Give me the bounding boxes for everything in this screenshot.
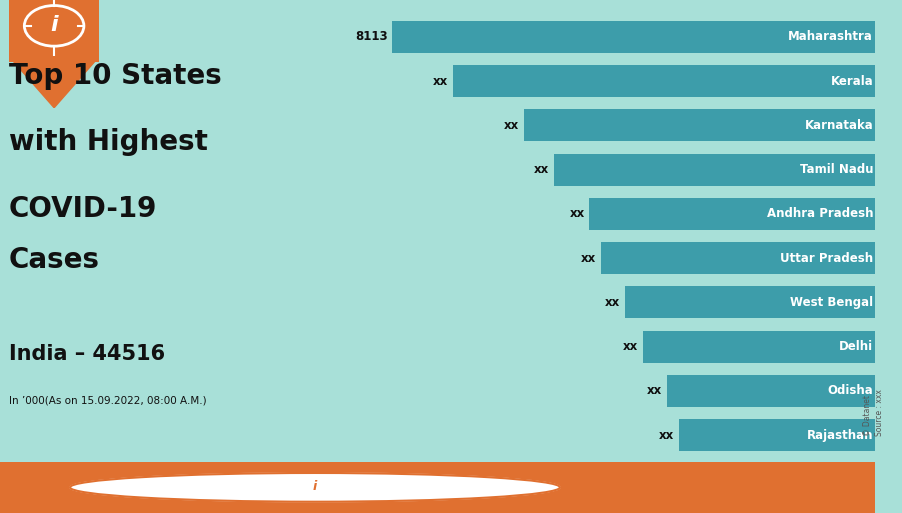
Text: xx: xx: [658, 429, 674, 442]
FancyBboxPatch shape: [9, 0, 99, 62]
Polygon shape: [9, 56, 99, 108]
Text: In ’000(As on 15.09.2022, 08:00 A.M.): In ’000(As on 15.09.2022, 08:00 A.M.): [9, 395, 207, 405]
Text: India – 44516: India – 44516: [9, 344, 165, 364]
Text: Uttar Pradesh: Uttar Pradesh: [780, 251, 873, 265]
Text: xx: xx: [534, 163, 549, 176]
Text: Tamil Nadu: Tamil Nadu: [800, 163, 873, 176]
Text: Kerala: Kerala: [831, 74, 873, 88]
Bar: [392, 21, 875, 53]
Bar: [602, 242, 875, 274]
Bar: [524, 109, 875, 141]
Text: Karnataka: Karnataka: [805, 119, 873, 132]
Text: xx: xx: [647, 384, 662, 398]
Text: West Bengal: West Bengal: [790, 296, 873, 309]
Text: indiastatmedia: indiastatmedia: [350, 480, 467, 495]
Text: xx: xx: [581, 251, 596, 265]
Text: with Highest: with Highest: [9, 128, 207, 156]
Text: xx: xx: [433, 74, 448, 88]
Bar: [667, 375, 875, 407]
Text: i: i: [313, 480, 318, 493]
Text: Rajasthan: Rajasthan: [806, 429, 873, 442]
Text: COVID-19: COVID-19: [9, 195, 157, 223]
Text: Delhi: Delhi: [839, 340, 873, 353]
Text: Cases: Cases: [9, 246, 100, 274]
FancyBboxPatch shape: [0, 462, 875, 513]
Text: 8113: 8113: [355, 30, 388, 43]
Text: xx: xx: [605, 296, 621, 309]
Text: Odisha: Odisha: [827, 384, 873, 398]
Text: © Datanet: © Datanet: [863, 395, 872, 436]
Text: xx: xx: [504, 119, 520, 132]
Text: i: i: [51, 15, 58, 34]
Bar: [589, 198, 875, 230]
Text: Maharashtra: Maharashtra: [788, 30, 873, 43]
Bar: [643, 331, 875, 363]
Text: xx: xx: [569, 207, 584, 221]
Bar: [453, 65, 875, 97]
Text: Andhra Pradesh: Andhra Pradesh: [767, 207, 873, 221]
Bar: [625, 286, 875, 318]
Text: xx: xx: [623, 340, 639, 353]
Text: Source : xxx: Source : xxx: [875, 389, 884, 436]
Bar: [678, 419, 875, 451]
Text: Top 10 States: Top 10 States: [9, 62, 222, 90]
Bar: [554, 154, 875, 186]
Circle shape: [70, 473, 560, 502]
